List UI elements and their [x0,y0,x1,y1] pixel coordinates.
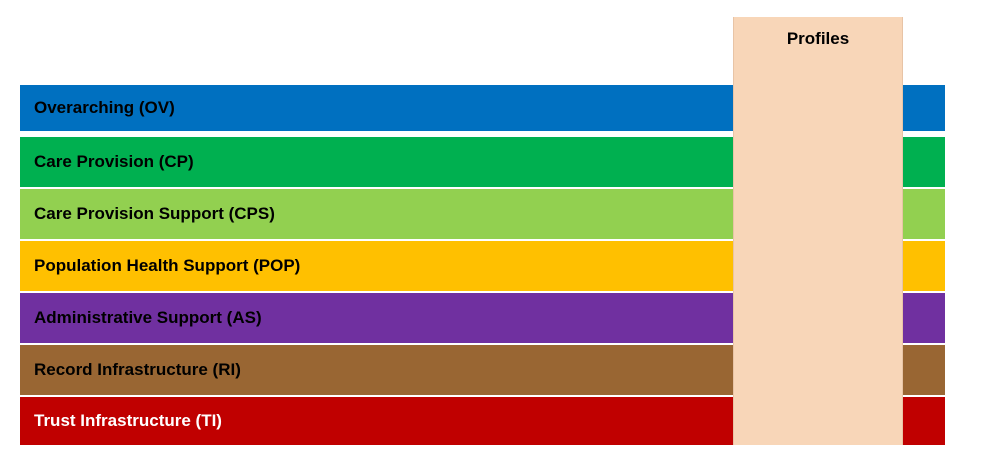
profiles-column: Profiles [733,17,903,445]
band-label-care-provision-support: Care Provision Support (CPS) [34,204,275,223]
band-label-population-health-support: Population Health Support (POP) [34,256,301,275]
band-label-overarching: Overarching (OV) [34,98,175,117]
band-label-record-infrastructure: Record Infrastructure (RI) [34,360,241,379]
profiles-title: Profiles [786,29,850,48]
band-label-trust-infrastructure: Trust Infrastructure (TI) [34,411,222,430]
band-label-care-provision: Care Provision (CP) [34,152,194,171]
band-label-administrative-support: Administrative Support (AS) [34,308,262,327]
